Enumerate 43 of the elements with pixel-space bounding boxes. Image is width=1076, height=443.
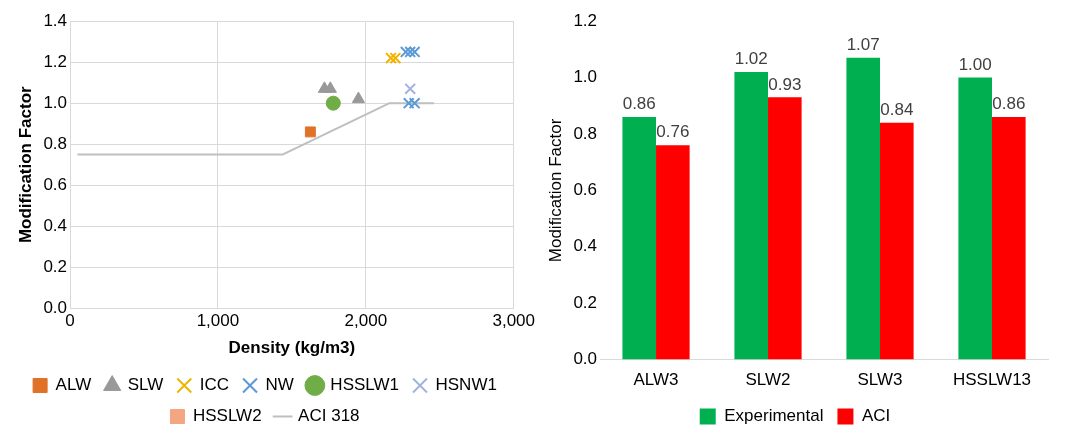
x-tick-label: 2,000 bbox=[344, 311, 388, 331]
y-tick-label: 1.2 bbox=[43, 51, 68, 71]
data-label: 0.86 bbox=[992, 94, 1026, 114]
y-tick-label: 1.0 bbox=[573, 67, 598, 87]
legend-label: ICC bbox=[199, 375, 230, 395]
x-tick-label: 0 bbox=[65, 311, 75, 331]
legend-label: NW bbox=[265, 375, 294, 395]
data-label: 0.76 bbox=[656, 122, 690, 142]
y-axis-title: Modification Factor bbox=[15, 85, 35, 244]
y-tick-label: 1.0 bbox=[43, 92, 68, 112]
data-label: 1.07 bbox=[846, 35, 880, 55]
legend-label: ALW bbox=[55, 375, 92, 395]
y-tick-label: 0.2 bbox=[43, 256, 68, 276]
legend-label: HSSLW2 bbox=[192, 406, 262, 426]
y-tick-label: 0.2 bbox=[573, 292, 598, 312]
y-tick-label: 0.8 bbox=[573, 123, 598, 143]
data-label: 0.84 bbox=[880, 99, 914, 119]
x-tick-label: SLW2 bbox=[745, 370, 791, 390]
legend-label: SLW bbox=[127, 375, 164, 395]
x-tick-label: ALW3 bbox=[633, 370, 679, 390]
y-tick-label: 1.2 bbox=[573, 10, 598, 30]
legend-label: HSSLW1 bbox=[330, 375, 400, 395]
y-tick-label: 0.6 bbox=[43, 174, 68, 194]
y-axis-title: Modification Factor bbox=[545, 118, 565, 263]
x-tick-label: 3,000 bbox=[492, 311, 535, 331]
x-tick-label: 1,000 bbox=[196, 311, 240, 331]
data-label: 1.02 bbox=[734, 49, 768, 69]
legend-label: ACI bbox=[861, 406, 891, 426]
legend-label: Experimental bbox=[724, 406, 824, 426]
x-axis-title: Density (kg/m3) bbox=[228, 338, 356, 358]
legend-label: ACI 318 bbox=[298, 406, 360, 426]
x-tick-label: HSSLW13 bbox=[952, 370, 1032, 390]
data-label: 0.93 bbox=[768, 74, 802, 94]
data-label: 1.00 bbox=[958, 54, 992, 74]
y-tick-label: 0.4 bbox=[573, 236, 598, 256]
y-tick-label: 1.4 bbox=[43, 10, 68, 30]
x-tick-label: SLW3 bbox=[857, 370, 903, 390]
y-tick-label: 0.4 bbox=[43, 215, 68, 235]
y-tick-label: 0.0 bbox=[573, 349, 598, 369]
data-label: 0.86 bbox=[622, 94, 656, 114]
y-tick-label: 0.8 bbox=[43, 133, 68, 153]
y-tick-label: 0.6 bbox=[573, 180, 598, 200]
legend-label: HSNW1 bbox=[435, 375, 497, 395]
